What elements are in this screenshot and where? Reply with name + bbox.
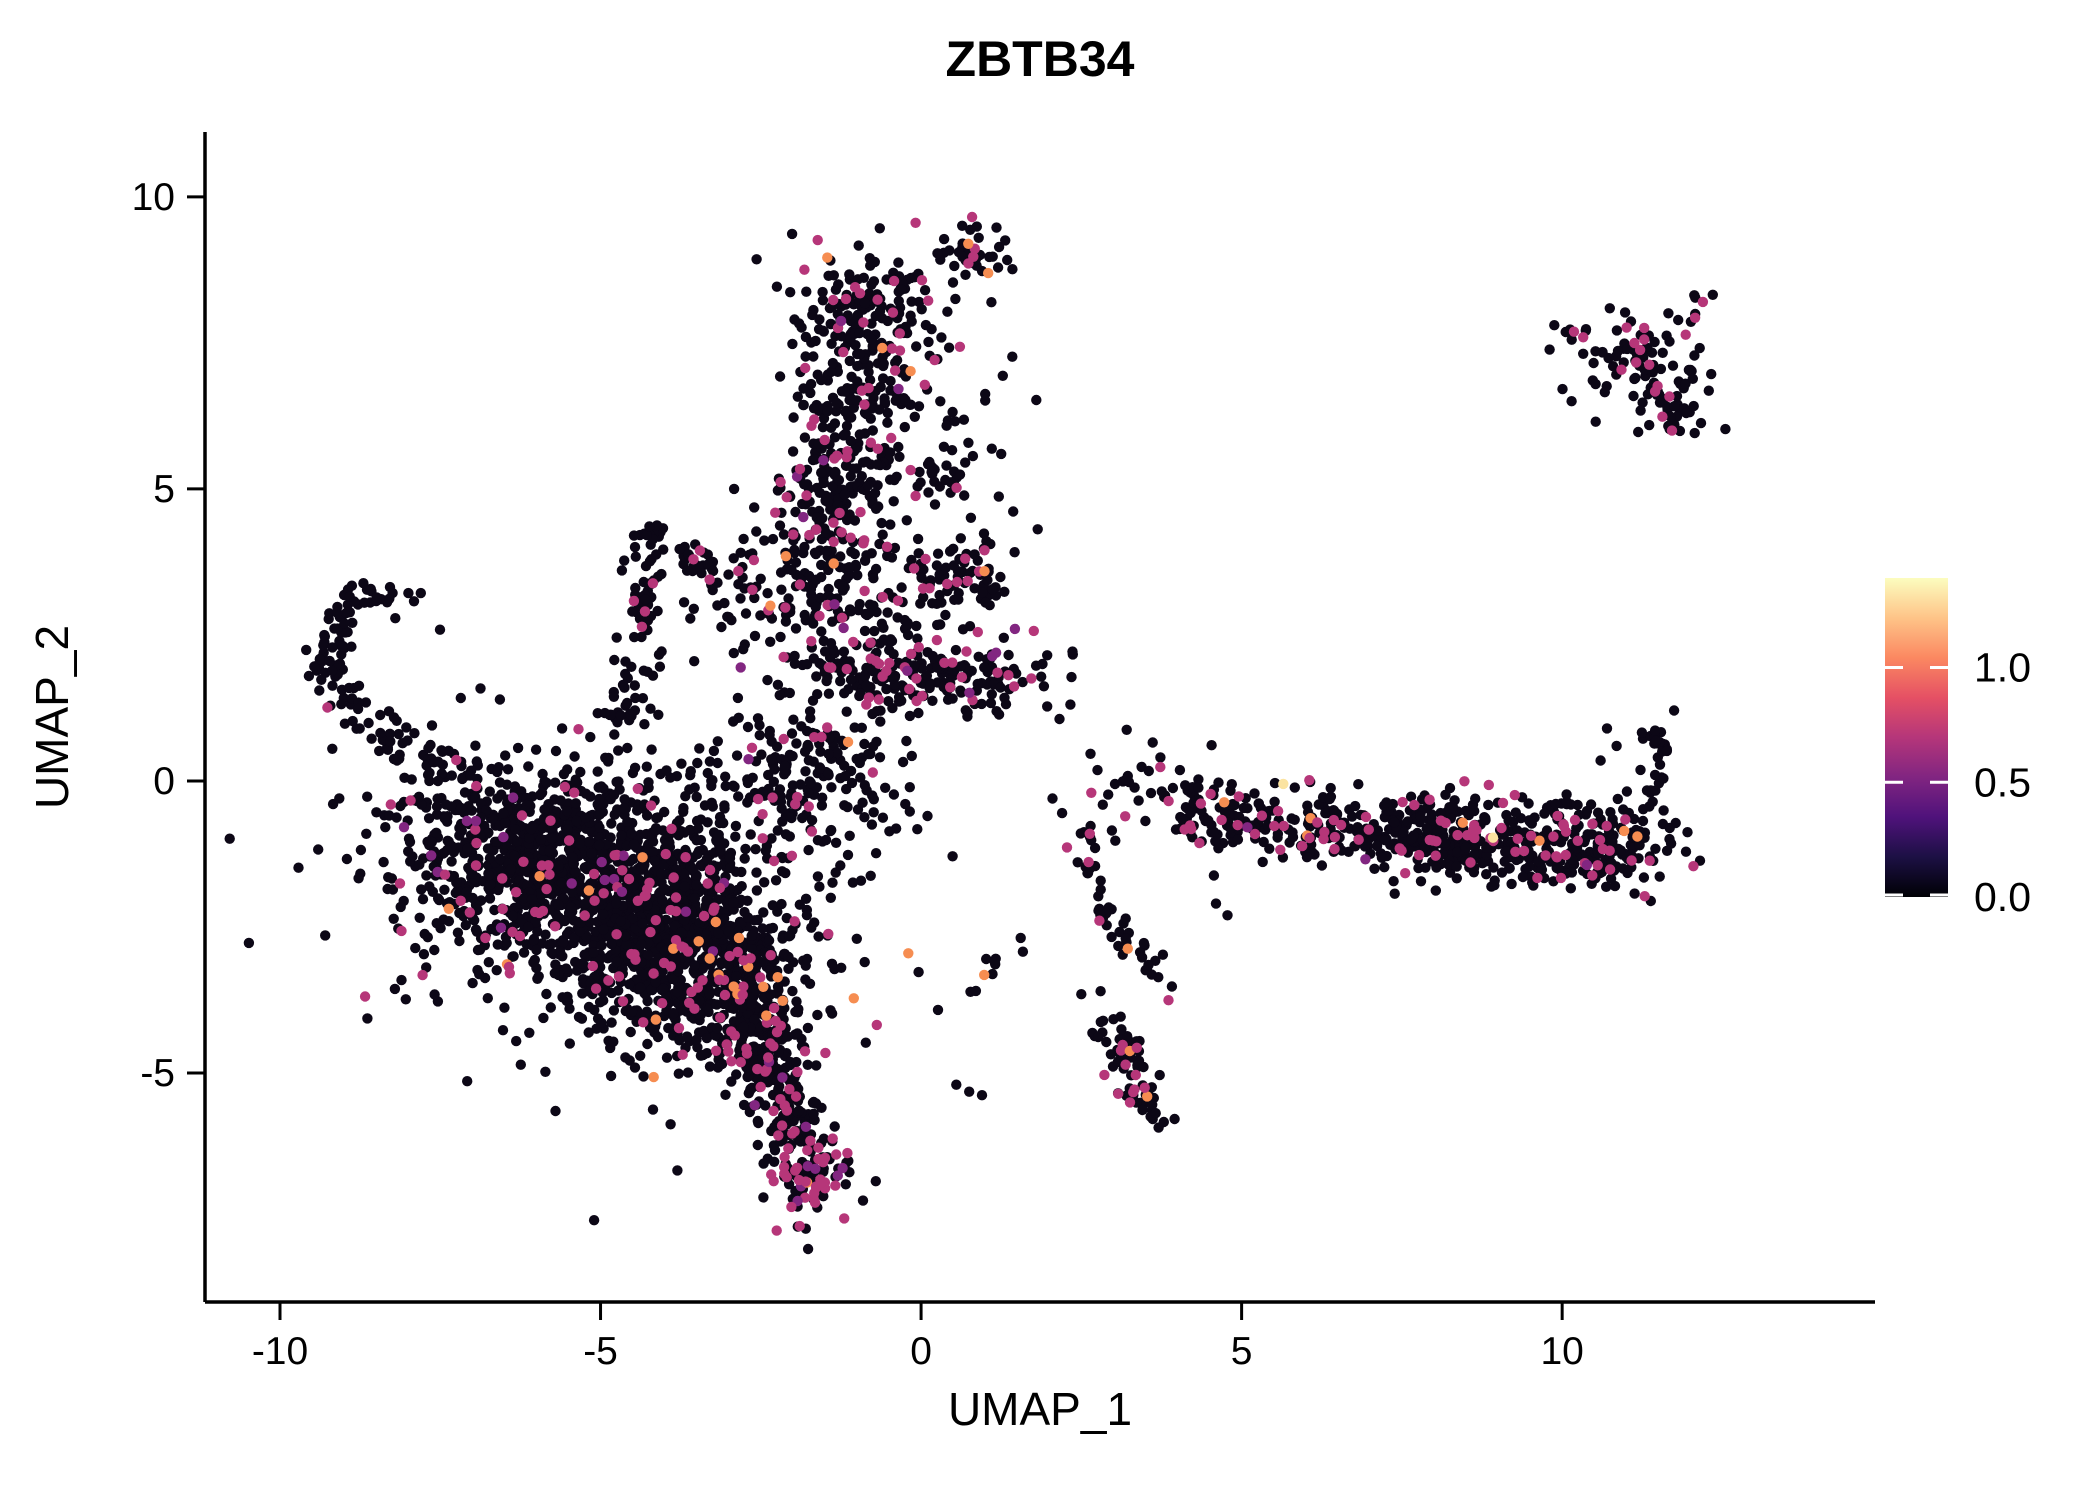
- x-axis: -10 -5 0 5 10: [205, 1300, 1875, 1373]
- y-tick-label: 0: [153, 760, 175, 803]
- y-axis: 10 5 0 -5: [132, 132, 207, 1302]
- x-tick-label: 10: [1540, 1330, 1583, 1373]
- x-tick-label: -5: [583, 1330, 618, 1373]
- y-tick-label: 5: [153, 468, 175, 511]
- x-tick-label: 0: [910, 1330, 932, 1373]
- colorbar-gradient: [1885, 578, 1948, 897]
- colorbar-tick-label: 1.0: [1974, 645, 2031, 691]
- colorbar-tick-label: 0.0: [1974, 874, 2031, 920]
- plot-title: ZBTB34: [945, 31, 1135, 87]
- scatter-points: [224, 211, 1731, 1255]
- colorbar-tick-label: 0.5: [1974, 759, 2031, 805]
- y-axis-title: UMAP_2: [26, 624, 78, 810]
- x-tick-label: 5: [1231, 1330, 1253, 1373]
- x-axis-title: UMAP_1: [947, 1383, 1133, 1435]
- x-tick-label: -10: [252, 1330, 308, 1373]
- y-tick-label: -5: [140, 1052, 175, 1095]
- y-tick-label: 10: [132, 176, 175, 219]
- colorbar: 1.0 0.5 0.0: [1885, 578, 2031, 920]
